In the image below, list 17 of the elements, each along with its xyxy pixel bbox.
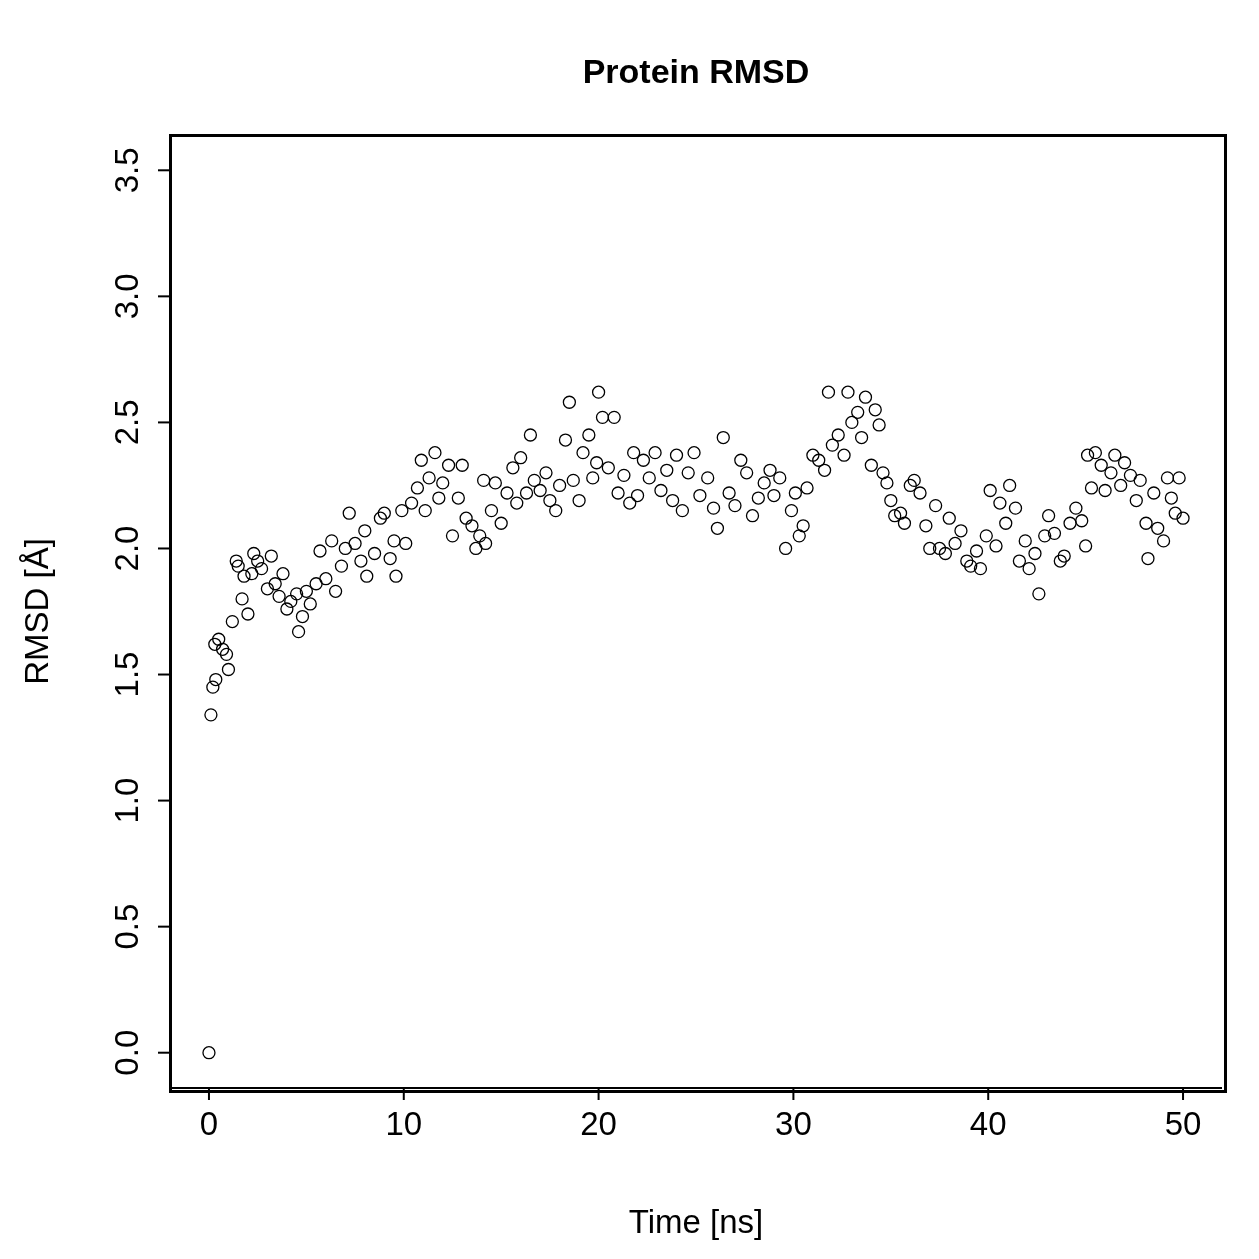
y-tick-label: 3.0 xyxy=(108,273,145,320)
chart-title: Protein RMSD xyxy=(581,52,811,91)
y-tick-label: 1.0 xyxy=(108,777,145,824)
x-tick-label: 0 xyxy=(199,1105,219,1143)
y-tick-label: 0.5 xyxy=(108,903,145,950)
y-axis-title: RMSD [Å] xyxy=(17,538,55,685)
x-axis-title: Time [ns] xyxy=(628,1203,764,1240)
y-tick-label: 0.0 xyxy=(108,1029,145,1076)
x-tick-label: 20 xyxy=(580,1105,617,1143)
y-tick-label: 3.5 xyxy=(108,147,145,194)
x-tick-label: 40 xyxy=(969,1105,1007,1143)
x-tick-label: 50 xyxy=(1164,1105,1202,1143)
x-tick-label: 30 xyxy=(775,1105,812,1143)
y-tick-label: 2.0 xyxy=(108,525,145,572)
y-tick-label: 2.5 xyxy=(108,399,145,446)
x-tick-label: 10 xyxy=(385,1105,423,1143)
y-tick-label: 1.5 xyxy=(108,651,145,698)
